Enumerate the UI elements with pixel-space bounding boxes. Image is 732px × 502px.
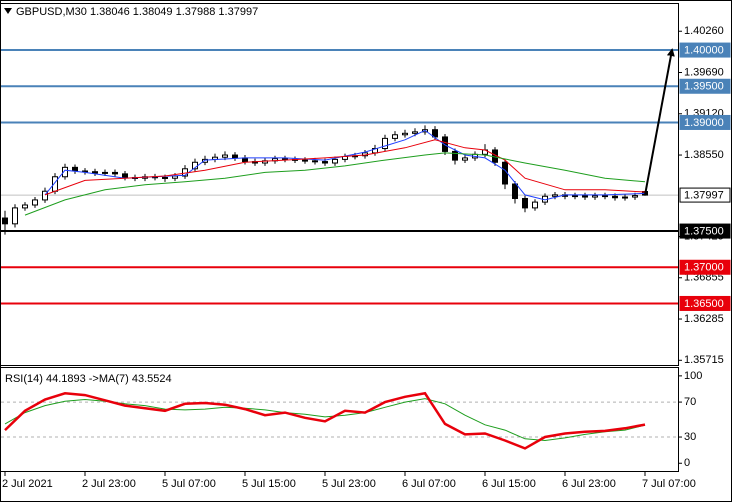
y-tick-label: 70 — [684, 396, 696, 408]
candle-body — [32, 199, 38, 206]
candle-body — [312, 160, 318, 163]
y-tick-label: 30 — [684, 431, 696, 443]
y-tick-label: 1.39690 — [684, 66, 724, 78]
forecast-arrow — [644, 48, 675, 196]
level-label-box — [679, 295, 731, 311]
candle-body — [622, 196, 628, 199]
candle-body — [332, 158, 338, 164]
candle-body — [452, 150, 458, 161]
candle-body — [42, 190, 48, 201]
x-tick-label: 6 Jul 15:00 — [482, 478, 536, 490]
menu-triangle[interactable] — [4, 8, 12, 14]
candle-body — [162, 176, 168, 179]
candle-body — [572, 195, 578, 198]
candle-body — [12, 207, 18, 225]
rsi-title: RSI(14) 44.1893 ->MA(7) 43.5524 — [5, 373, 172, 385]
candle-body — [532, 201, 538, 209]
level-label-box — [679, 223, 731, 239]
candle-body — [2, 217, 8, 225]
candle-body — [122, 173, 128, 178]
candle-body — [22, 204, 28, 209]
y-tick-label: 1.40260 — [684, 25, 724, 37]
candle-body — [62, 166, 68, 178]
y-tick-label: 0 — [684, 457, 690, 469]
level-label: 1.37997 — [684, 189, 724, 201]
candle-body — [462, 157, 468, 161]
candle-body — [302, 159, 308, 162]
level-label-box — [679, 114, 731, 130]
candle-body — [202, 158, 208, 163]
x-tick-label: 6 Jul 07:00 — [402, 478, 456, 490]
candle-body — [222, 154, 228, 158]
level-label-box — [679, 78, 731, 94]
level-label-box — [679, 259, 731, 275]
moving-average — [24, 152, 646, 216]
rsi-line — [4, 391, 646, 450]
x-tick-label: 5 Jul 23:00 — [322, 478, 376, 490]
candle-body — [402, 132, 408, 136]
candle-body — [582, 195, 588, 198]
y-tick-label: 1.35715 — [684, 354, 724, 366]
y-tick-label: 100 — [684, 370, 702, 382]
level-label: 1.37000 — [684, 262, 724, 274]
level-label: 1.40000 — [684, 44, 724, 56]
level-label: 1.37500 — [684, 225, 724, 237]
y-tick-label: 1.36285 — [684, 313, 724, 325]
rsi-panel — [0, 367, 679, 472]
x-tick-label: 5 Jul 07:00 — [162, 478, 216, 490]
x-tick-label: 2 Jul 23:00 — [82, 478, 136, 490]
moving-average — [44, 139, 646, 196]
candle-body — [72, 166, 78, 172]
candle-body — [612, 195, 618, 199]
candle-body — [232, 154, 238, 159]
price-panel — [0, 3, 679, 366]
level-label-box — [679, 42, 731, 58]
candle-body — [382, 137, 388, 150]
candle-body — [522, 197, 528, 209]
candle-body — [412, 131, 418, 134]
x-tick-label: 7 Jul 07:00 — [642, 478, 696, 490]
y-tick-label: 1.38550 — [684, 149, 724, 161]
candle-body — [512, 183, 518, 199]
x-tick-label: 2 Jul 2021 — [2, 478, 53, 490]
candle-body — [112, 171, 118, 175]
candle-body — [552, 194, 558, 197]
candle-body — [102, 171, 108, 174]
candle-body — [592, 195, 598, 198]
candle-body — [632, 195, 638, 198]
candle-body — [92, 171, 98, 174]
x-tick-label: 6 Jul 23:00 — [562, 478, 616, 490]
level-label: 1.39000 — [684, 117, 724, 129]
candle-body — [322, 161, 328, 164]
candle-body — [392, 134, 398, 139]
level-label-box — [679, 187, 731, 203]
level-label: 1.39500 — [684, 81, 724, 93]
candle-body — [602, 195, 608, 198]
candle-body — [442, 136, 448, 152]
level-label: 1.36500 — [684, 298, 724, 310]
x-tick-label: 5 Jul 15:00 — [242, 478, 296, 490]
candle-body — [432, 129, 438, 138]
chart-title: GBPUSD,M30 1.38046 1.38049 1.37988 1.379… — [16, 6, 258, 18]
